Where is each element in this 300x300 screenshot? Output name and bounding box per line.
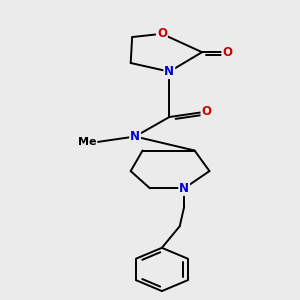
Text: N: N (164, 65, 174, 78)
Text: Me: Me (78, 137, 97, 147)
Text: O: O (222, 46, 232, 59)
Text: N: N (130, 130, 140, 143)
Text: O: O (202, 105, 212, 118)
Text: O: O (157, 27, 167, 40)
Text: N: N (179, 182, 189, 195)
